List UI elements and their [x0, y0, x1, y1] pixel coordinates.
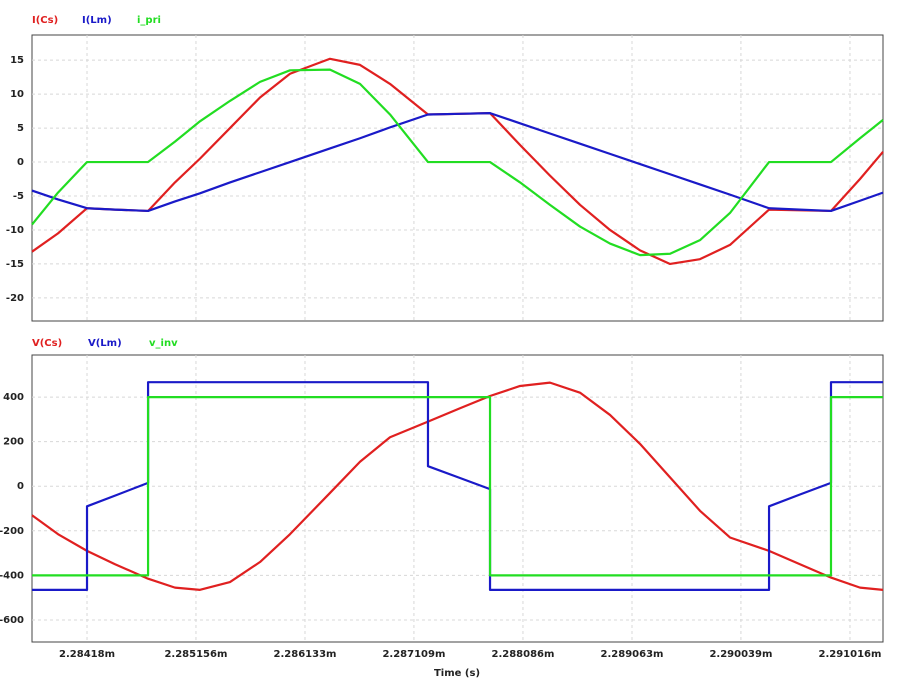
series-line: [32, 396, 883, 577]
series-line: [31, 381, 884, 591]
legend-entry: i_pri: [137, 15, 161, 26]
x-tick-label: 2.290039m: [709, 649, 772, 660]
legend-entry: I(Cs): [32, 15, 58, 26]
series-line: [31, 112, 884, 213]
y-tick-label: -200: [0, 526, 24, 537]
x-tick-label: 2.285156m: [164, 649, 227, 660]
y-tick-label: 10: [10, 89, 24, 100]
bottom-plot-frame: [31, 354, 884, 643]
y-tick-label: 15: [10, 55, 24, 66]
y-tick-label: -15: [6, 259, 24, 270]
legend-entry: V(Lm): [88, 338, 122, 349]
x-axis-label: Time (s): [434, 668, 480, 679]
y-tick-label: -20: [6, 293, 24, 304]
series-line: [31, 68, 884, 257]
y-tick-label: -10: [6, 225, 24, 236]
y-tick-label: 400: [3, 392, 24, 403]
legend-entry: v_inv: [149, 338, 178, 349]
y-tick-label: -600: [0, 615, 24, 626]
x-tick-label: 2.28418m: [59, 649, 115, 660]
y-tick-label: 0: [17, 157, 24, 168]
y-tick-label: -5: [13, 191, 24, 202]
top-plot-frame: [31, 34, 884, 322]
y-tick-label: 5: [17, 123, 24, 134]
legend-entry: V(Cs): [32, 338, 62, 349]
legend-entry: I(Lm): [82, 15, 112, 26]
x-tick-label: 2.286133m: [274, 649, 337, 660]
x-tick-label: 2.287109m: [382, 649, 445, 660]
y-tick-label: -400: [0, 570, 24, 581]
x-tick-label: 2.291016m: [818, 649, 881, 660]
y-tick-label: 0: [17, 481, 24, 492]
y-tick-label: 200: [3, 437, 24, 448]
x-tick-label: 2.289063m: [601, 649, 664, 660]
x-tick-label: 2.288086m: [491, 649, 554, 660]
